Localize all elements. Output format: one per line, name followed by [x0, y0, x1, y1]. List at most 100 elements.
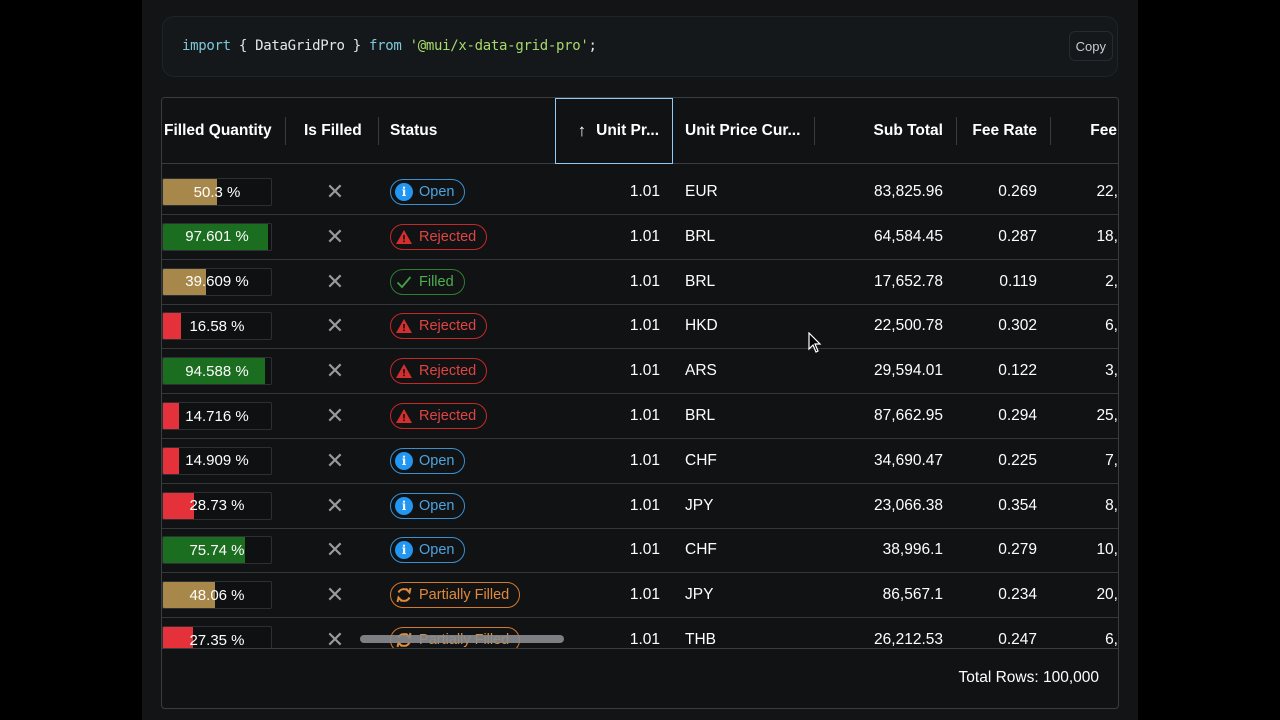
cell-unit-price-currency[interactable]: EUR	[685, 183, 718, 200]
cell-unit-price-currency[interactable]: BRL	[685, 227, 716, 245]
table-row[interactable]: 27.35 % ✕ Partially Filled 1.01 THB 26,2…	[162, 618, 1118, 648]
cell-unit-price-currency[interactable]: JPY	[685, 586, 714, 604]
cell-is-filled[interactable]: ✕	[304, 394, 366, 438]
cell-fee-rate[interactable]: 0.294	[998, 407, 1037, 424]
cell-filled-quantity[interactable]: 75.74 %	[162, 528, 282, 572]
column-header-fee[interactable]: Fee	[1090, 122, 1117, 139]
cell-is-filled[interactable]: ✕	[304, 260, 366, 304]
column-header-is-filled[interactable]: Is Filled	[304, 122, 362, 139]
cell-status[interactable]: Rejected	[390, 215, 550, 259]
cell-unit-price[interactable]: 1.01	[629, 496, 660, 514]
cell-filled-quantity[interactable]: 97.601 %	[162, 215, 282, 259]
cell-unit-price[interactable]: 1.01	[629, 451, 660, 469]
table-row[interactable]: 39.609 % ✕ Filled 1.01 BRL 17,652.78 0.1…	[162, 260, 1118, 305]
cell-sub-total[interactable]: 83,825.96	[874, 183, 943, 200]
cell-is-filled[interactable]: ✕	[304, 528, 366, 572]
cell-fee[interactable]: 2,	[1105, 272, 1118, 290]
cell-sub-total[interactable]: 17,652.78	[874, 272, 943, 290]
cell-sub-total[interactable]: 38,996.1	[882, 541, 943, 559]
column-separator[interactable]	[285, 117, 286, 145]
cell-fee[interactable]: 20,	[1096, 586, 1118, 604]
column-separator[interactable]	[1050, 117, 1051, 145]
cell-status[interactable]: Filled	[390, 260, 550, 304]
cell-filled-quantity[interactable]: 28.73 %	[162, 484, 282, 528]
table-row[interactable]: 50.3 % ✕ i Open 1.01 EUR 83,825.96 0.269 …	[162, 170, 1118, 215]
cell-sub-total[interactable]: 87,662.95	[874, 407, 943, 424]
cell-filled-quantity[interactable]: 16.58 %	[162, 304, 282, 348]
cell-fee[interactable]: 7,	[1105, 451, 1118, 469]
cell-unit-price[interactable]: 1.01	[629, 362, 660, 380]
cell-unit-price[interactable]: 1.01	[629, 541, 660, 559]
cell-sub-total[interactable]: 23,066.38	[874, 496, 943, 514]
cell-status[interactable]: i Open	[390, 439, 550, 483]
cell-fee[interactable]: 22,	[1096, 183, 1118, 200]
column-header-filled-quantity[interactable]: Filled Quantity	[164, 122, 272, 139]
cell-sub-total[interactable]: 86,567.1	[882, 586, 943, 604]
cell-is-filled[interactable]: ✕	[304, 573, 366, 617]
table-row[interactable]: 75.74 % ✕ i Open 1.01 CHF 38,996.1 0.279 …	[162, 528, 1118, 574]
cell-unit-price-currency[interactable]: THB	[685, 631, 716, 648]
cell-fee[interactable]: 8,	[1105, 496, 1118, 514]
cell-is-filled[interactable]: ✕	[304, 439, 366, 483]
cell-is-filled[interactable]: ✕	[304, 304, 366, 348]
cell-sub-total[interactable]: 64,584.45	[874, 227, 943, 245]
cell-unit-price[interactable]: 1.01	[629, 183, 660, 200]
cell-unit-price-currency[interactable]: ARS	[685, 362, 717, 380]
table-row[interactable]: 94.588 % ✕ Rejected 1.01 ARS 29,594.01 0…	[162, 349, 1118, 395]
cell-fee-rate[interactable]: 0.119	[999, 272, 1037, 290]
cell-sub-total[interactable]: 29,594.01	[874, 362, 943, 380]
cell-status[interactable]: Partially Filled	[390, 618, 550, 648]
column-separator[interactable]	[814, 117, 815, 145]
table-row[interactable]: 97.601 % ✕ Rejected 1.01 BRL 64,584.45 0…	[162, 215, 1118, 260]
cell-fee-rate[interactable]: 0.247	[998, 631, 1037, 648]
cell-fee[interactable]: 10,	[1096, 541, 1118, 559]
cell-unit-price-currency[interactable]: CHF	[685, 451, 717, 469]
cell-is-filled[interactable]: ✕	[304, 349, 366, 393]
cell-filled-quantity[interactable]: 14.909 %	[162, 439, 282, 483]
table-row[interactable]: 28.73 % ✕ i Open 1.01 JPY 23,066.38 0.354…	[162, 484, 1118, 529]
cell-status[interactable]: i Open	[390, 170, 550, 214]
cell-fee[interactable]: 6,	[1105, 631, 1118, 648]
cell-fee[interactable]: 18,	[1096, 227, 1118, 245]
table-row[interactable]: 14.909 % ✕ i Open 1.01 CHF 34,690.47 0.22…	[162, 439, 1118, 484]
cell-fee-rate[interactable]: 0.225	[998, 451, 1037, 469]
table-row[interactable]: 14.716 % ✕ Rejected 1.01 BRL 87,662.95 0…	[162, 394, 1118, 439]
cell-fee-rate[interactable]: 0.302	[998, 317, 1037, 335]
cell-filled-quantity[interactable]: 50.3 %	[162, 170, 282, 214]
cell-filled-quantity[interactable]: 48.06 %	[162, 573, 282, 617]
cell-unit-price[interactable]: 1.01	[629, 631, 660, 648]
column-header-fee-rate[interactable]: Fee Rate	[972, 122, 1037, 139]
cell-status[interactable]: i Open	[390, 528, 550, 572]
cell-fee[interactable]: 6,	[1105, 317, 1118, 335]
cell-status[interactable]: Rejected	[390, 394, 550, 438]
cell-filled-quantity[interactable]: 14.716 %	[162, 394, 282, 438]
cell-filled-quantity[interactable]: 39.609 %	[162, 260, 282, 304]
cell-unit-price[interactable]: 1.01	[629, 272, 660, 290]
column-header-unit-price[interactable]: ↑ Unit Pr...	[555, 98, 673, 164]
cell-fee-rate[interactable]: 0.287	[998, 227, 1037, 245]
horizontal-scrollbar[interactable]	[360, 635, 564, 643]
cell-status[interactable]: i Open	[390, 484, 550, 528]
cell-unit-price-currency[interactable]: BRL	[685, 407, 716, 424]
cell-unit-price[interactable]: 1.01	[629, 227, 660, 245]
table-row[interactable]: 16.58 % ✕ Rejected 1.01 HKD 22,500.78 0.…	[162, 304, 1118, 350]
cell-sub-total[interactable]: 22,500.78	[874, 317, 943, 335]
cell-is-filled[interactable]: ✕	[304, 618, 366, 648]
cell-sub-total[interactable]: 26,212.53	[874, 631, 943, 648]
column-header-unit-price-currency[interactable]: Unit Price Cur...	[685, 122, 801, 139]
cell-is-filled[interactable]: ✕	[304, 170, 366, 214]
cell-fee-rate[interactable]: 0.279	[998, 541, 1037, 559]
cell-fee[interactable]: 3,	[1105, 362, 1118, 380]
column-separator[interactable]	[956, 117, 957, 145]
copy-button[interactable]: Copy	[1068, 31, 1113, 61]
cell-status[interactable]: Rejected	[390, 349, 550, 393]
cell-unit-price-currency[interactable]: HKD	[685, 317, 718, 335]
cell-unit-price-currency[interactable]: CHF	[685, 541, 717, 559]
cell-is-filled[interactable]: ✕	[304, 215, 366, 259]
cell-filled-quantity[interactable]: 27.35 %	[162, 618, 282, 648]
cell-fee[interactable]: 25,	[1096, 407, 1118, 424]
cell-fee-rate[interactable]: 0.354	[998, 496, 1037, 514]
cell-unit-price-currency[interactable]: BRL	[685, 272, 716, 290]
cell-status[interactable]: Partially Filled	[390, 573, 550, 617]
cell-unit-price[interactable]: 1.01	[629, 407, 660, 424]
